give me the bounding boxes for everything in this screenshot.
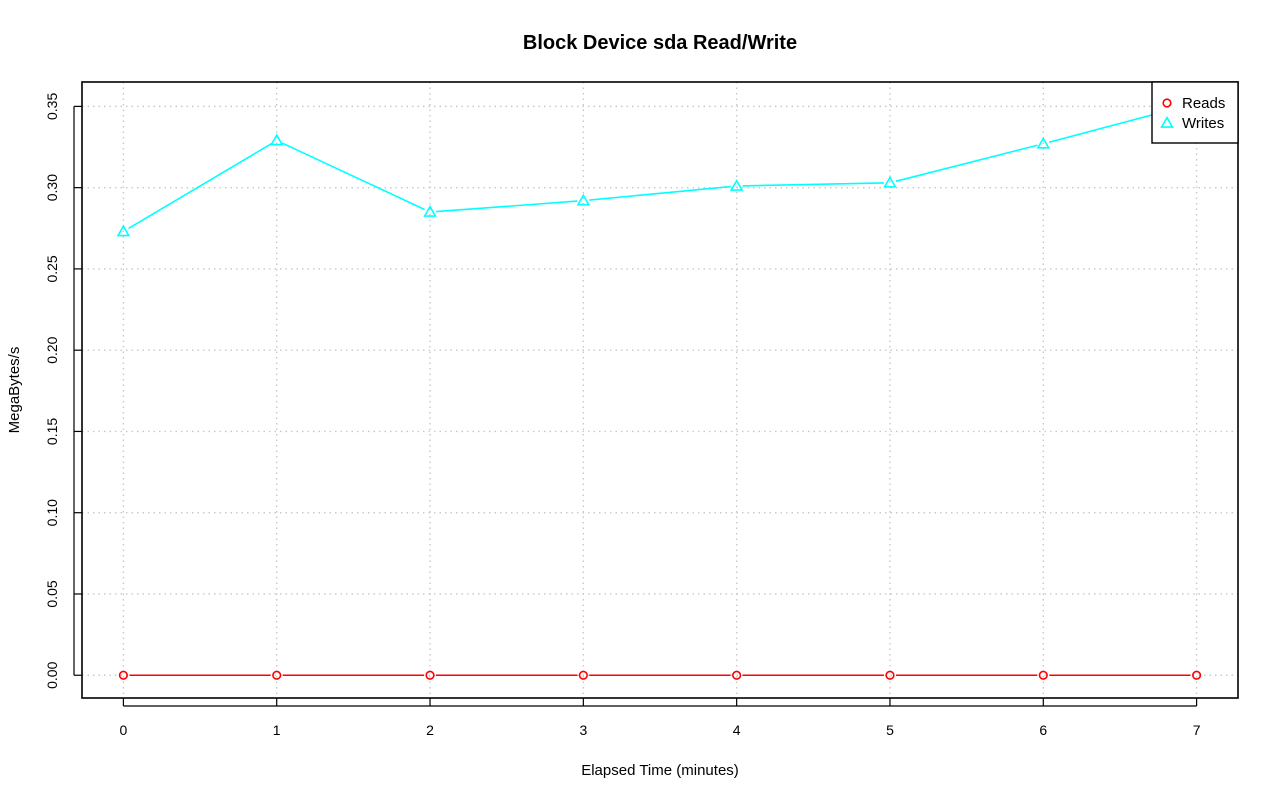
- legend-reads-label: Reads: [1182, 95, 1225, 112]
- legend: Reads Writes: [1151, 81, 1239, 144]
- plot-frame: [81, 81, 1239, 699]
- y-axis-label: MegaBytes/s: [6, 347, 23, 434]
- writes-line-segment: [895, 144, 1038, 183]
- legend-box: [1151, 81, 1239, 144]
- reads-point: [885, 670, 895, 680]
- x-tick-label: 5: [886, 722, 894, 738]
- plot-series: [116, 96, 1204, 680]
- legend-writes-label: Writes: [1182, 115, 1224, 132]
- y-tick-label: 0.30: [44, 174, 60, 201]
- x-tick-label: 3: [579, 722, 587, 738]
- x-tick-label: 0: [119, 722, 127, 738]
- reads-point: [425, 670, 435, 680]
- writes-point: [883, 175, 897, 188]
- writes-point: [116, 224, 131, 237]
- writes-line-segment: [435, 200, 578, 213]
- y-tick-label: 0.00: [44, 661, 60, 688]
- y-tick-label: 0.15: [44, 418, 60, 445]
- legend-reads-marker: [1162, 98, 1172, 108]
- writes-point: [576, 193, 591, 206]
- reads-point: [1192, 670, 1202, 680]
- x-tick-label: 6: [1039, 722, 1047, 738]
- axes: 0 1 2 3 4 5 6 7 0.00 0.05 0.10 0.15 0.20 0.25 0.30 0.35: [44, 93, 1201, 738]
- legend-writes-marker: [1160, 115, 1174, 128]
- x-axis-label: Elapsed Time (minutes): [581, 762, 739, 779]
- reads-point: [578, 670, 588, 680]
- writes-line-segment: [281, 142, 425, 211]
- x-tick-label: 4: [733, 722, 741, 738]
- grid-lines: [82, 82, 1238, 698]
- writes-line-segment: [589, 185, 731, 201]
- y-tick-label: 0.10: [44, 499, 60, 526]
- y-tick-label: 0.25: [44, 255, 60, 282]
- reads-point: [118, 670, 128, 680]
- writes-point: [269, 133, 284, 146]
- x-tick-label: 1: [273, 722, 281, 738]
- writes-line-segment: [128, 142, 272, 230]
- writes-point: [729, 179, 744, 191]
- reads-point: [1038, 670, 1048, 680]
- reads-point: [732, 670, 742, 680]
- x-tick-label: 7: [1193, 722, 1201, 738]
- y-tick-label: 0.20: [44, 336, 60, 363]
- reads-point: [272, 670, 282, 680]
- chart-title: Block Device sda Read/Write: [523, 32, 797, 54]
- writes-point: [423, 205, 437, 217]
- x-tick-label: 2: [426, 722, 434, 738]
- writes-point: [1036, 136, 1051, 149]
- y-tick-label: 0.05: [44, 580, 60, 607]
- writes-line-segment: [742, 182, 884, 187]
- y-tick-label: 0.35: [44, 93, 60, 120]
